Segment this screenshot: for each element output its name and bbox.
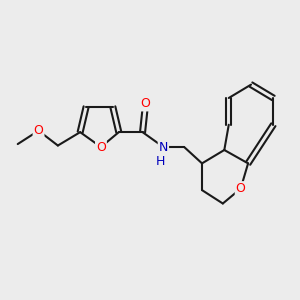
Text: N: N <box>159 140 168 154</box>
Text: H: H <box>156 155 165 168</box>
Text: O: O <box>236 182 246 195</box>
Text: O: O <box>141 98 151 110</box>
Text: O: O <box>96 140 106 154</box>
Text: O: O <box>34 124 44 137</box>
